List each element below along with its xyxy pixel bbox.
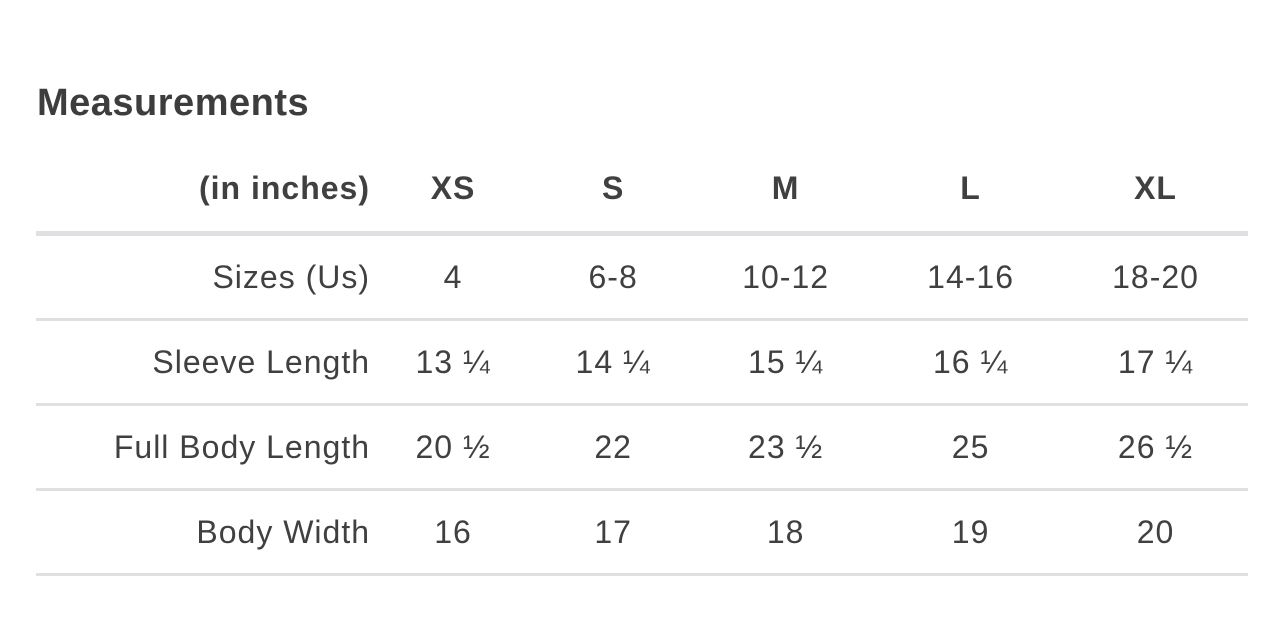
cell: 18 <box>693 489 879 576</box>
cell: 14 ¼ <box>533 319 694 406</box>
cell: 10-12 <box>693 233 879 321</box>
column-header: L <box>878 146 1064 236</box>
table-row: Full Body Length 20 ½ 22 23 ½ 25 26 ½ <box>36 404 1248 491</box>
cell: 22 <box>533 404 694 491</box>
cell: 26 ½ <box>1063 404 1248 491</box>
unit-label: (in inches) <box>36 146 373 236</box>
cell: 13 ¼ <box>373 319 534 406</box>
measurements-table: (in inches) XS S M L XL Sizes (Us) 4 6-8… <box>36 146 1248 576</box>
cell: 20 <box>1063 489 1248 576</box>
cell: 15 ¼ <box>693 319 879 406</box>
column-header: M <box>693 146 879 236</box>
cell: 6-8 <box>533 233 694 321</box>
cell: 16 ¼ <box>878 319 1064 406</box>
cell: 25 <box>878 404 1064 491</box>
table-row: Body Width 16 17 18 19 20 <box>36 489 1248 576</box>
cell: 23 ½ <box>693 404 879 491</box>
cell: 14-16 <box>878 233 1064 321</box>
cell: 16 <box>373 489 534 576</box>
cell: 17 <box>533 489 694 576</box>
table-row: Sizes (Us) 4 6-8 10-12 14-16 18-20 <box>36 233 1248 321</box>
row-label: Sizes (Us) <box>36 233 373 321</box>
cell: 20 ½ <box>373 404 534 491</box>
table-row: Sleeve Length 13 ¼ 14 ¼ 15 ¼ 16 ¼ 17 ¼ <box>36 319 1248 406</box>
column-header: S <box>533 146 694 236</box>
row-label: Body Width <box>36 489 373 576</box>
page-title: Measurements <box>37 82 310 124</box>
column-header: XS <box>373 146 534 236</box>
cell: 19 <box>878 489 1064 576</box>
row-label: Sleeve Length <box>36 319 373 406</box>
row-label: Full Body Length <box>36 404 373 491</box>
cell: 18-20 <box>1063 233 1248 321</box>
header-row: (in inches) XS S M L XL <box>36 146 1248 236</box>
cell: 4 <box>373 233 534 321</box>
cell: 17 ¼ <box>1063 319 1248 406</box>
column-header: XL <box>1063 146 1248 236</box>
